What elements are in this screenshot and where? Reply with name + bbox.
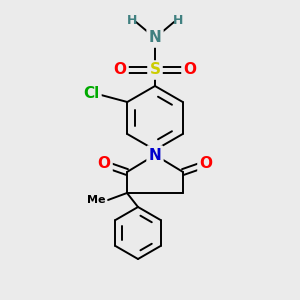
Text: H: H bbox=[173, 14, 183, 26]
Text: Cl: Cl bbox=[83, 86, 99, 101]
Text: Me: Me bbox=[88, 195, 106, 205]
Text: O: O bbox=[200, 157, 212, 172]
Text: N: N bbox=[148, 148, 161, 163]
Text: O: O bbox=[184, 62, 196, 77]
Text: N: N bbox=[148, 31, 161, 46]
Text: O: O bbox=[113, 62, 127, 77]
Text: S: S bbox=[149, 62, 161, 77]
Text: O: O bbox=[98, 157, 110, 172]
Text: H: H bbox=[127, 14, 137, 26]
